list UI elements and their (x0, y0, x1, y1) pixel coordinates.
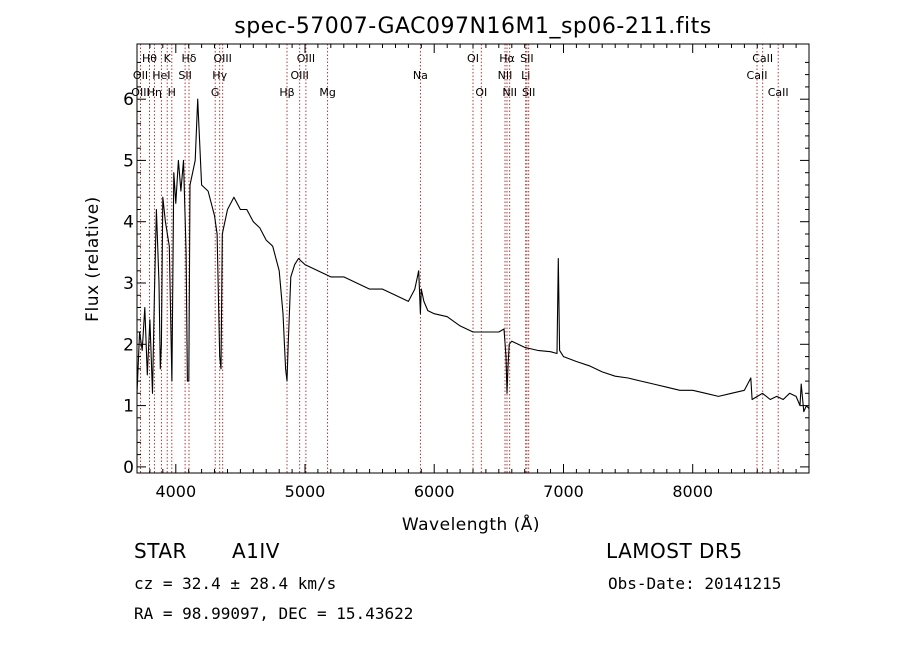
line-marker-label: Hθ (142, 52, 157, 65)
coordinates-readout: RA = 98.99097, DEC = 15.43622 (134, 604, 414, 623)
x-tick-label: 8000 (672, 482, 713, 501)
line-marker-label: CaII (768, 86, 789, 99)
emission-line-markers (140, 44, 779, 473)
y-tick-label: 6 (123, 90, 134, 110)
x-tick-label: 4000 (155, 482, 196, 501)
line-marker-label: Na (413, 69, 428, 82)
y-tick-label: 2 (123, 335, 134, 355)
y-tick-label: 0 (123, 458, 134, 478)
line-marker-label: OIII (131, 86, 149, 99)
line-marker-label: CaII (747, 69, 768, 82)
line-marker-label: Hα (499, 52, 515, 65)
spectral-subclass: A1IV (232, 539, 280, 563)
line-marker-label: SII (520, 52, 533, 65)
x-axis: 4000 5000 6000 7000 8000 (149, 44, 797, 501)
observation-date: Obs-Date: 20141215 (608, 574, 782, 593)
line-marker-label: SII (522, 86, 535, 99)
line-marker-label: Hβ (279, 86, 294, 99)
line-marker-label: OIII (297, 52, 315, 65)
chart-title: spec-57007-GAC097N16M1_sp06-211.fits (234, 14, 712, 39)
spectrum-series-line (136, 98, 810, 413)
line-marker-label: Mg (319, 86, 335, 99)
line-marker-label: OI (475, 86, 487, 99)
line-marker-label: OII (133, 69, 148, 82)
line-marker-label: G (211, 86, 220, 99)
redshift-readout: cz = 32.4 ± 28.4 km/s (134, 574, 337, 593)
line-marker-label: HeI (152, 69, 170, 82)
line-marker-label: NII (502, 86, 517, 99)
line-marker-label: CaII (752, 52, 773, 65)
line-marker-label: OIII (214, 52, 232, 65)
x-tick-label: 5000 (285, 482, 326, 501)
y-axis: 0 1 2 3 4 5 6 (123, 61, 809, 478)
x-axis-label: Wavelength (Å) (402, 513, 540, 535)
line-marker-label: OIII (291, 69, 309, 82)
line-marker-label: H (168, 86, 176, 99)
line-marker-label: NII (498, 69, 513, 82)
y-axis-label: Flux (relative) (83, 196, 103, 322)
line-marker-label: OI (467, 52, 479, 65)
survey-name: LAMOST DR5 (606, 539, 743, 563)
line-marker-label: Hη (147, 86, 162, 99)
line-marker-label: SII (178, 69, 191, 82)
x-tick-label: 7000 (543, 482, 584, 501)
y-tick-label: 4 (123, 213, 134, 233)
line-marker-label: K (164, 52, 172, 65)
line-marker-label: Hγ (212, 69, 227, 82)
y-tick-label: 5 (123, 151, 134, 171)
object-class: STAR (134, 539, 187, 563)
x-tick-label: 6000 (414, 482, 455, 501)
y-tick-label: 3 (123, 274, 134, 294)
y-tick-label: 1 (123, 397, 134, 417)
line-marker-label: Hδ (181, 52, 196, 65)
line-marker-label: Li (521, 69, 530, 82)
